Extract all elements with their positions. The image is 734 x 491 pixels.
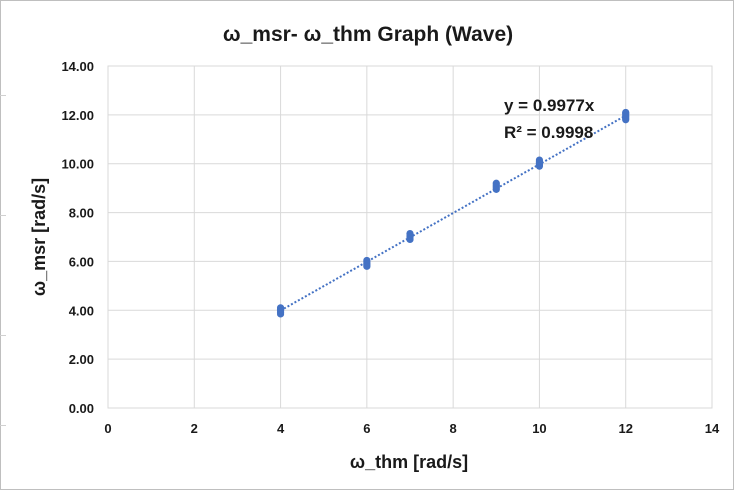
y-tick-label: 6.00 <box>69 254 94 269</box>
data-point <box>535 156 544 164</box>
y-tick-label: 12.00 <box>61 108 94 123</box>
plot-area <box>107 65 713 409</box>
y-axis-label: ω_msr [rad/s] <box>29 178 49 296</box>
x-tick-label: 6 <box>363 421 370 436</box>
y-tick-label: 4.00 <box>69 303 94 318</box>
sheet-row-edge <box>0 215 6 216</box>
y-axis-ticks: 0.00 2.00 4.00 6.00 8.00 10.00 12.00 14.00 <box>61 59 94 416</box>
data-points <box>276 108 630 318</box>
y-tick-label: 8.00 <box>69 206 94 221</box>
data-point <box>406 229 414 238</box>
x-tick-label: 2 <box>191 421 198 436</box>
gridlines <box>107 65 713 409</box>
y-tick-label: 14.00 <box>61 59 94 74</box>
data-point <box>363 256 371 265</box>
x-tick-label: 12 <box>618 421 632 436</box>
trendline-equation: y = 0.9977x <box>504 96 595 115</box>
data-point <box>492 179 500 187</box>
x-tick-label: 10 <box>532 421 546 436</box>
x-tick-label: 8 <box>450 421 457 436</box>
data-point <box>276 304 285 312</box>
sheet-row-edge <box>0 95 6 96</box>
x-tick-label: 14 <box>705 421 720 436</box>
x-tick-label: 4 <box>277 421 285 436</box>
x-axis-ticks: 0 2 4 6 8 10 12 14 <box>104 421 720 436</box>
y-tick-label: 0.00 <box>69 401 94 416</box>
x-tick-label: 0 <box>104 421 111 436</box>
trendline-r-squared: R² = 0.9998 <box>504 123 593 142</box>
sheet-row-edge <box>0 335 6 336</box>
x-axis-label: ω_thm [rad/s] <box>350 452 468 472</box>
data-point <box>622 108 630 117</box>
chart-title: ω_msr- ω_thm Graph (Wave) <box>223 23 513 46</box>
y-tick-label: 10.00 <box>61 157 94 172</box>
sheet-row-edge <box>0 425 6 426</box>
y-tick-label: 2.00 <box>69 352 94 367</box>
